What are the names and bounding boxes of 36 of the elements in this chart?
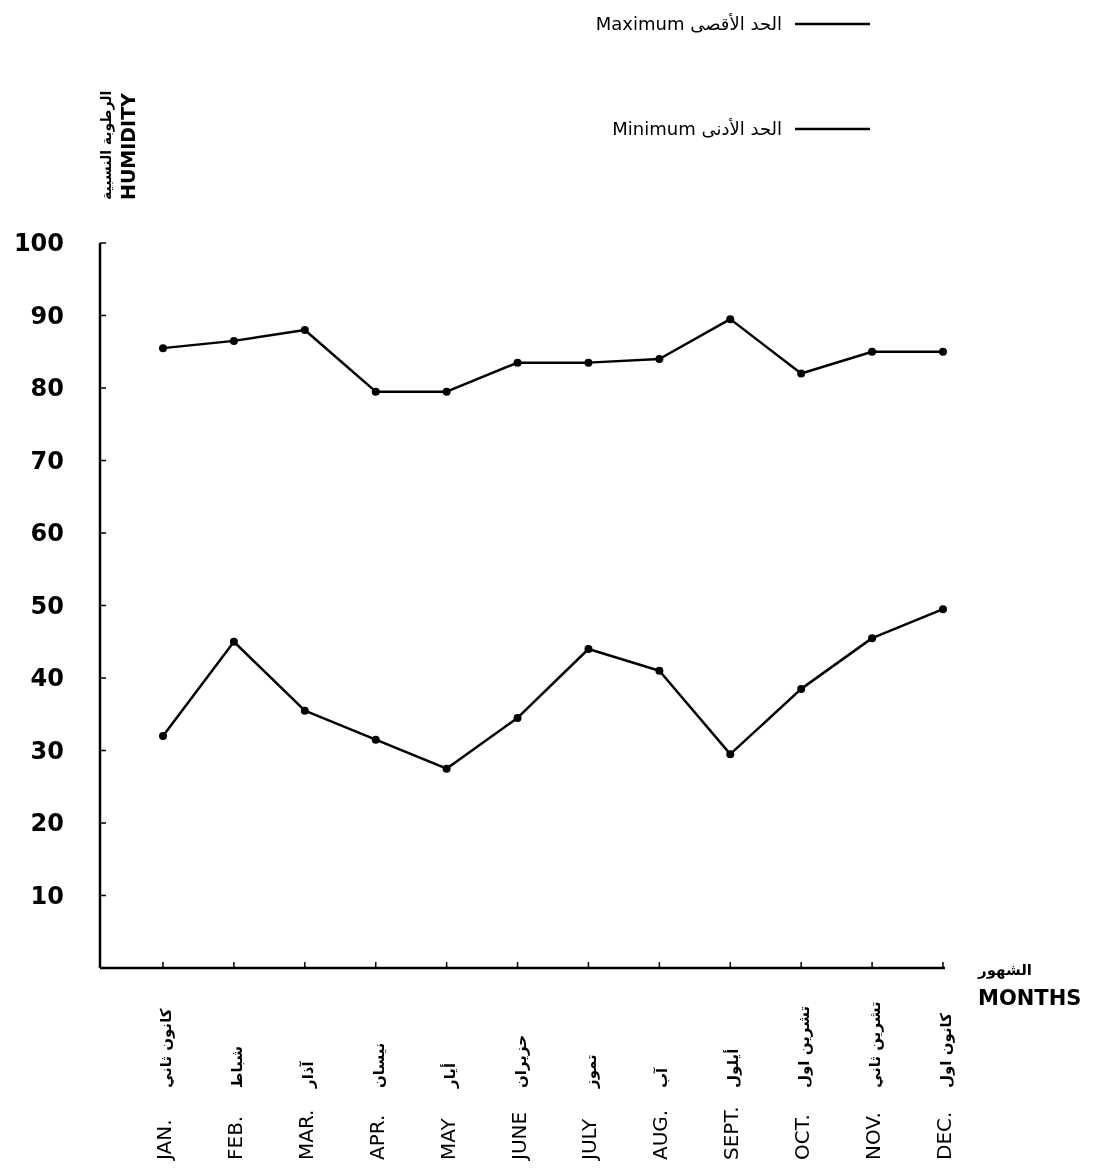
- point: [584, 358, 593, 367]
- y-tick-label: 40: [30, 664, 64, 692]
- point: [726, 750, 735, 759]
- point: [442, 387, 451, 396]
- y-tick-label: 60: [30, 519, 64, 547]
- point: [797, 684, 806, 693]
- y-tick-label: 80: [30, 374, 64, 402]
- point: [229, 336, 238, 345]
- point: [371, 387, 380, 396]
- y-tick-label: 20: [30, 809, 64, 837]
- point: [371, 735, 380, 744]
- point: [939, 605, 947, 614]
- point: [797, 369, 806, 378]
- point: [655, 666, 664, 675]
- legend-label: Minimum الحد الأدنى: [612, 118, 782, 139]
- point: [229, 637, 238, 646]
- y-tick-label: 10: [30, 881, 64, 910]
- y-tick-label: 70: [30, 446, 64, 475]
- point: [939, 347, 947, 356]
- point: [300, 706, 309, 715]
- point: [513, 358, 522, 367]
- point: [513, 713, 522, 722]
- y-tick-label: 30: [30, 736, 64, 765]
- point: [655, 355, 664, 363]
- point: [442, 764, 451, 773]
- y-tick-label: 50: [30, 591, 64, 620]
- point: [868, 634, 877, 643]
- legend-label: Maximum الحد الأقصى: [595, 13, 782, 34]
- y-tick-label: 100: [13, 229, 64, 257]
- point: [159, 732, 167, 740]
- point: [300, 326, 309, 334]
- point: [159, 344, 167, 353]
- y-tick-label: 90: [30, 301, 64, 330]
- point: [726, 315, 735, 324]
- point: [584, 645, 593, 653]
- point: [868, 347, 877, 356]
